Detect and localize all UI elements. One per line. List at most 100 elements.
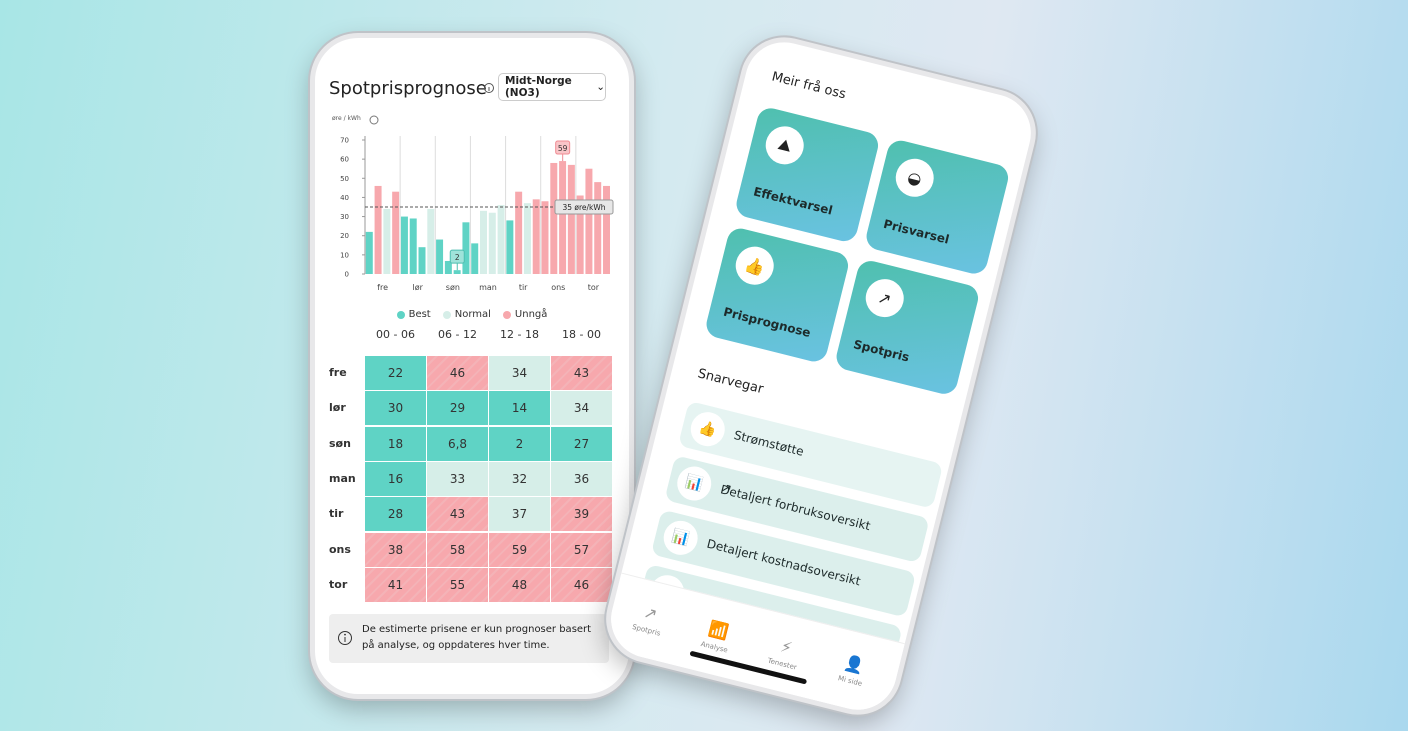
note-box: De estimerte prisene er kun prognoser ba… bbox=[329, 614, 609, 663]
tile[interactable]: ◒ Prisvarsel bbox=[863, 137, 1012, 277]
bar bbox=[436, 239, 444, 274]
shortcut-icon: 📊 bbox=[673, 462, 715, 505]
table-cell: 16 bbox=[365, 461, 426, 496]
bar bbox=[462, 222, 470, 274]
bar bbox=[532, 199, 540, 274]
shortcut-label: Strømstøtte bbox=[732, 427, 806, 459]
table-cell: 39 bbox=[551, 497, 612, 532]
bar bbox=[541, 201, 549, 274]
y-tick-label: 10 bbox=[340, 251, 349, 259]
region-label: Midt-Norge (NO3) bbox=[505, 75, 572, 99]
table-cell: 46 bbox=[551, 567, 612, 602]
shortcut-icon: 📊 bbox=[660, 517, 702, 559]
note: De estimerte prisene er kun prognoser ba… bbox=[362, 624, 592, 651]
info-icon bbox=[369, 115, 379, 125]
bar bbox=[480, 210, 487, 274]
section-title: Meir frå oss bbox=[770, 69, 848, 103]
table-cell: 32 bbox=[489, 461, 550, 496]
chevron: ⌄ bbox=[596, 81, 605, 93]
bar bbox=[392, 191, 400, 274]
column-header: 12 - 18 bbox=[500, 327, 539, 341]
right-phone: Meir frå oss ⛰ Effektvarsel ◒ Prisvarsel 👍 Pr… bbox=[596, 28, 1046, 724]
tile[interactable]: ⛰ Effektvarsel bbox=[733, 105, 881, 245]
bar bbox=[444, 260, 452, 274]
table-cell: 27 bbox=[551, 426, 612, 461]
table-cell: 43 bbox=[551, 356, 612, 390]
column-header: 18 - 00 bbox=[562, 327, 601, 341]
bar bbox=[418, 247, 426, 274]
tile-label: Effektvarsel bbox=[752, 184, 835, 218]
table-cell: 18 bbox=[365, 426, 426, 461]
bar bbox=[497, 205, 505, 274]
x-tick-label: fre bbox=[377, 283, 388, 292]
x-tick-label: man bbox=[479, 283, 497, 292]
y-tick-label: 40 bbox=[340, 194, 349, 202]
row-label: tor bbox=[329, 577, 348, 591]
bar bbox=[506, 220, 514, 274]
shortcuts-title: Snarvegar bbox=[696, 366, 765, 398]
row-label: tir bbox=[329, 507, 344, 521]
bar bbox=[515, 191, 523, 274]
shortcut-label: Detaljert kostnadsoversikt bbox=[705, 536, 862, 589]
legend-swatch bbox=[502, 310, 511, 319]
y-tick-label: 60 bbox=[340, 156, 349, 164]
table-cell: 43 bbox=[427, 497, 488, 532]
bar bbox=[523, 203, 531, 274]
y-tick-label: 70 bbox=[340, 137, 349, 145]
y-tick-label: 30 bbox=[340, 213, 349, 221]
tile-icon: ◒ bbox=[891, 154, 938, 201]
table-cell: 6,8 bbox=[427, 426, 488, 461]
shortcut-icon: 👍 bbox=[687, 408, 729, 450]
bar bbox=[409, 218, 417, 274]
legend-label: Normal bbox=[454, 309, 491, 320]
table-cell: 29 bbox=[427, 391, 488, 426]
bar bbox=[427, 208, 435, 274]
table-cell: 14 bbox=[489, 391, 550, 426]
bar bbox=[374, 185, 382, 274]
table-cell: 28 bbox=[365, 497, 426, 532]
x-tick-label: ons bbox=[551, 283, 565, 292]
bar bbox=[603, 185, 610, 274]
tile-label: Prisvarsel bbox=[882, 216, 951, 247]
table-cell: 36 bbox=[551, 461, 612, 496]
table-cell: 55 bbox=[427, 567, 488, 602]
bar bbox=[488, 212, 496, 274]
legend-label: Best bbox=[408, 309, 431, 320]
info-icon bbox=[338, 631, 352, 645]
table-cell: 59 bbox=[489, 532, 550, 567]
table-cell: 57 bbox=[551, 532, 612, 567]
legend-swatch bbox=[396, 310, 405, 319]
bar bbox=[471, 243, 479, 274]
table-cell: 37 bbox=[489, 497, 550, 532]
tile[interactable]: 👍 Prisprognose bbox=[703, 225, 851, 365]
legend-item: Normal bbox=[442, 309, 491, 320]
info-icon bbox=[484, 83, 494, 93]
tile-label: Spotpris bbox=[852, 337, 911, 365]
bar bbox=[365, 231, 373, 274]
table-cell: 38 bbox=[365, 532, 426, 567]
annotation: 2 bbox=[455, 253, 460, 262]
table-cell: 46 bbox=[427, 356, 488, 390]
region-select[interactable]: Midt-Norge (NO3) ⌄ bbox=[498, 73, 606, 101]
table-cell: 58 bbox=[427, 532, 488, 567]
row-label: lør bbox=[329, 401, 346, 415]
tile-icon: ↗ bbox=[861, 275, 908, 322]
x-tick-label: tor bbox=[588, 283, 600, 292]
bar bbox=[585, 168, 593, 274]
legend: Best Normal Unngå bbox=[315, 309, 629, 320]
tile[interactable]: ↗ Spotpris bbox=[833, 258, 982, 397]
row-label: søn bbox=[329, 436, 351, 450]
unit-label: øre / kWh bbox=[332, 115, 361, 122]
x-tick-label: lør bbox=[413, 283, 424, 292]
bar bbox=[559, 161, 567, 274]
legend-label: Unngå bbox=[514, 309, 548, 320]
bar bbox=[550, 162, 558, 274]
bar bbox=[594, 182, 602, 274]
annotation: 59 bbox=[558, 144, 568, 153]
y-tick-label: 20 bbox=[340, 232, 349, 240]
column-header: 00 - 06 bbox=[376, 327, 415, 341]
table-cell: 34 bbox=[489, 356, 550, 390]
table-cell: 34 bbox=[551, 391, 612, 426]
table-cell: 30 bbox=[365, 391, 426, 426]
